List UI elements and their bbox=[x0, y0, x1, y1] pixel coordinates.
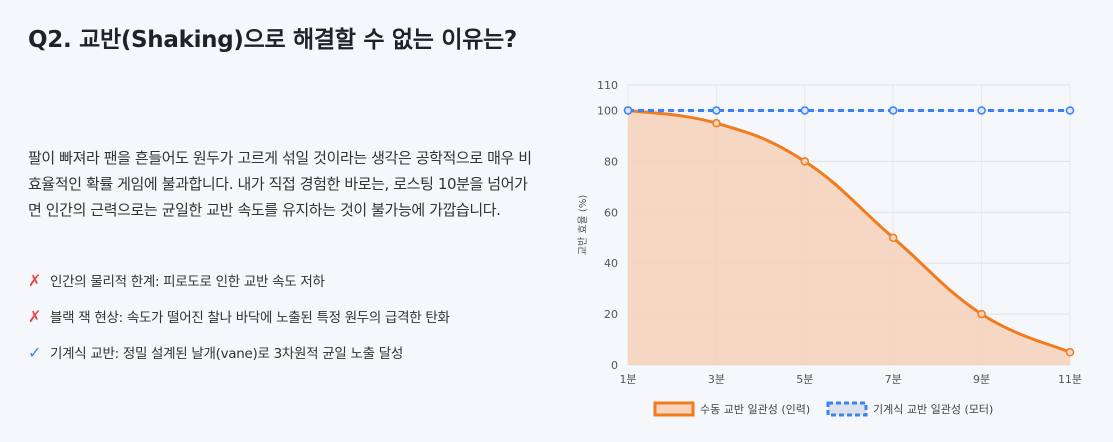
manual-data-point bbox=[1065, 348, 1075, 357]
y-tick-label: 80 bbox=[604, 155, 618, 168]
x-tick-label: 9분 bbox=[973, 373, 990, 386]
efficiency-chart: 0 20 40 60 80 100 110 1분 3분 5분 7분 9분 11분 교반 효율 (%) 수동 … bbox=[560, 70, 1100, 430]
y-axis-label: 교반 효율 (%) bbox=[577, 195, 589, 256]
x-tick-label: 3분 bbox=[708, 373, 725, 386]
manual-data-point bbox=[712, 118, 721, 128]
list-item: ✓ 기계식 교반: 정밀 설계된 날개(vane)로 3차원적 균일 노출 달성 bbox=[28, 334, 548, 370]
cross-icon: ✗ bbox=[28, 270, 42, 290]
machine-data-point bbox=[623, 106, 633, 115]
machine-data-point bbox=[888, 106, 898, 115]
y-tick-label: 20 bbox=[604, 308, 618, 321]
legend-swatch-manual bbox=[653, 401, 695, 417]
legend-label-manual: 수동 교반 일관성 (인력) bbox=[700, 402, 810, 416]
manual-series-area bbox=[628, 110, 1070, 365]
list-item-text: 블랙 잭 현상: 속도가 떨어진 찰나 바닥에 노출된 특정 원두의 급격한 탄… bbox=[50, 310, 450, 326]
cross-icon: ✗ bbox=[28, 306, 42, 326]
machine-data-point bbox=[977, 106, 986, 115]
point-list: ✗ 인간의 물리적 한계: 피로도로 인한 교반 속도 저하 ✗ 블랙 잭 현상… bbox=[28, 262, 548, 370]
body-paragraph: 팔이 빠져라 팬을 흔들어도 원두가 고르게 섞일 것이라는 생각은 공학적으로… bbox=[28, 149, 532, 219]
machine-data-point bbox=[1065, 106, 1075, 115]
page-title: Q2. 교반(Shaking)으로 해결할 수 없는 이유는? bbox=[28, 27, 517, 53]
x-tick-label: 1분 bbox=[619, 373, 636, 386]
x-tick-label: 11분 bbox=[1058, 373, 1082, 386]
y-tick-label: 60 bbox=[604, 206, 618, 219]
list-item-text: 기계식 교반: 정밀 설계된 날개(vane)로 3차원적 균일 노출 달성 bbox=[50, 346, 403, 362]
machine-data-point bbox=[800, 106, 810, 115]
y-tick-label: 100 bbox=[597, 104, 618, 117]
manual-series-line bbox=[627, 108, 1071, 354]
machine-data-point bbox=[712, 106, 721, 115]
manual-data-point bbox=[888, 233, 898, 242]
chart-svg: 0 20 40 60 80 100 110 1분 3분 5분 7분 9분 11분 교반 효율 (%) 수동 … bbox=[577, 79, 1082, 417]
legend-label-machine: 기계식 교반 일관성 (모터) bbox=[873, 402, 993, 416]
list-item: ✗ 블랙 잭 현상: 속도가 떨어진 찰나 바닥에 노출된 특정 원두의 급격한… bbox=[28, 298, 548, 334]
y-tick-label: 40 bbox=[604, 257, 618, 270]
list-item-text: 인간의 물리적 한계: 피로도로 인한 교반 속도 저하 bbox=[50, 274, 325, 290]
manual-data-point bbox=[977, 309, 986, 319]
y-tick-label: 0 bbox=[611, 359, 618, 372]
y-tick-label: 110 bbox=[597, 79, 618, 92]
check-icon: ✓ bbox=[28, 342, 42, 362]
x-tick-label: 7분 bbox=[885, 373, 902, 386]
x-tick-label: 5분 bbox=[796, 373, 813, 386]
list-item: ✗ 인간의 물리적 한계: 피로도로 인한 교반 속도 저하 bbox=[28, 262, 548, 298]
legend-swatch-machine bbox=[826, 401, 868, 417]
manual-data-point bbox=[800, 157, 810, 166]
